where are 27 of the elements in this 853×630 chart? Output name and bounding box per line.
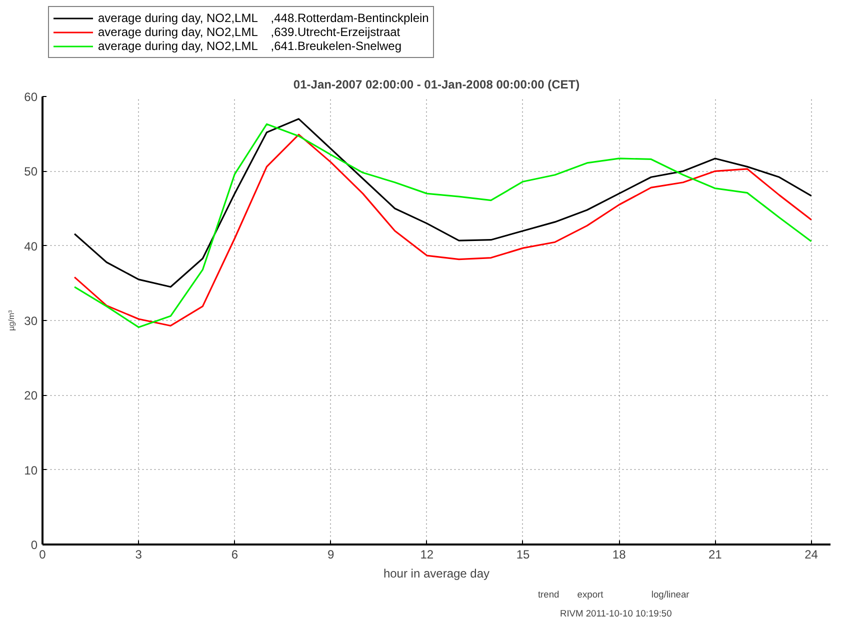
text: log/linear — [651, 590, 690, 600]
x-tick-label: 21 — [708, 548, 722, 562]
y-tick-label: 0 — [30, 538, 38, 552]
legend-label: average during day, NO2,LML ,639.Utrecht-Erzeijstraat — [98, 25, 400, 39]
legend-label: average during day, NO2,LML ,641.Breukelen-Snelweg — [98, 39, 402, 53]
chart-title: 01-Jan-2007 02:00:00 - 01-Jan-2008 00:00:00 (CET) — [293, 78, 580, 92]
x-tick-label: 15 — [516, 548, 530, 562]
x-axis-title: hour in average day — [383, 566, 490, 580]
x-tick-label: 3 — [135, 548, 142, 562]
x-tick-label: 6 — [231, 548, 238, 562]
legend-label: average during day, NO2,LML ,448.Rotterdam-Bentinckplein — [98, 11, 429, 25]
x-tick-label: 12 — [420, 548, 434, 562]
x-tick-label: 9 — [327, 548, 334, 562]
text: trend — [538, 590, 560, 600]
y-tick-label: 10 — [24, 463, 38, 478]
line-series — [74, 118, 812, 288]
y-tick-label: 40 — [24, 239, 38, 254]
y-tick-label: 30 — [24, 314, 38, 328]
y-tick-label: 50 — [24, 164, 38, 179]
text: export — [577, 590, 604, 600]
x-tick-label: 24 — [804, 548, 818, 562]
y-tick-label: 60 — [24, 90, 38, 104]
x-tick-label: 0 — [39, 548, 46, 562]
x-tick-label: 18 — [612, 548, 626, 562]
text: RIVM 2011-10-10 10:19:50 — [560, 608, 672, 618]
y-axis-title: µg/m³ — [7, 310, 16, 331]
y-tick-label: 20 — [24, 388, 38, 403]
